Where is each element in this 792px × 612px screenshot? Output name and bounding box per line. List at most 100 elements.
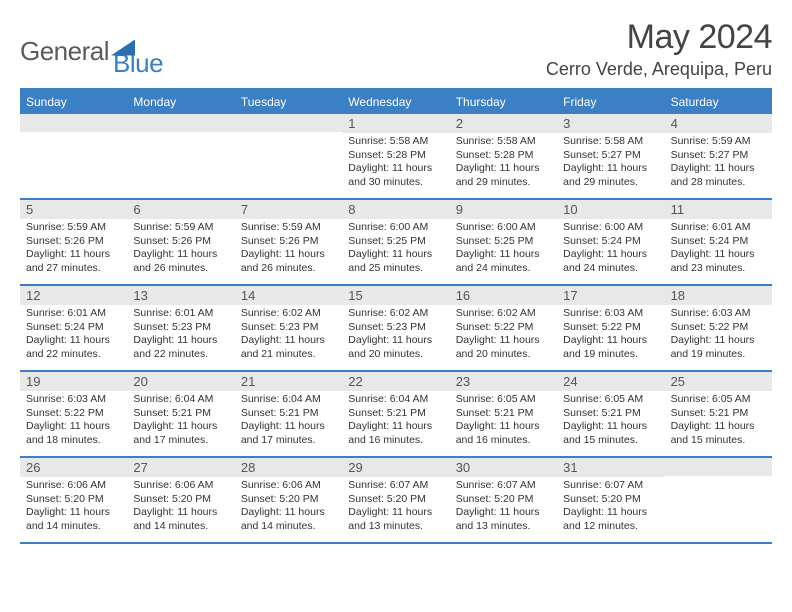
day-body: Sunrise: 6:00 AMSunset: 5:25 PMDaylight:…: [450, 219, 557, 280]
sunset-text: Sunset: 5:22 PM: [671, 321, 766, 335]
sunrise-text: Sunrise: 5:59 AM: [241, 221, 336, 235]
day-body: Sunrise: 5:59 AMSunset: 5:26 PMDaylight:…: [235, 219, 342, 280]
daylight-text: Daylight: 11 hours and 29 minutes.: [456, 162, 551, 189]
daylight-text: Daylight: 11 hours and 14 minutes.: [241, 506, 336, 533]
day-cell: 15Sunrise: 6:02 AMSunset: 5:23 PMDayligh…: [342, 286, 449, 370]
day-cell: 9Sunrise: 6:00 AMSunset: 5:25 PMDaylight…: [450, 200, 557, 284]
day-body: Sunrise: 5:59 AMSunset: 5:27 PMDaylight:…: [665, 133, 772, 194]
day-cell: [235, 114, 342, 198]
day-cell: [20, 114, 127, 198]
daylight-text: Daylight: 11 hours and 17 minutes.: [241, 420, 336, 447]
day-body: Sunrise: 6:02 AMSunset: 5:23 PMDaylight:…: [235, 305, 342, 366]
day-body: Sunrise: 6:07 AMSunset: 5:20 PMDaylight:…: [450, 477, 557, 538]
day-body: Sunrise: 6:04 AMSunset: 5:21 PMDaylight:…: [342, 391, 449, 452]
day-cell: 13Sunrise: 6:01 AMSunset: 5:23 PMDayligh…: [127, 286, 234, 370]
daylight-text: Daylight: 11 hours and 20 minutes.: [348, 334, 443, 361]
day-number: 6: [127, 200, 234, 219]
day-cell: 10Sunrise: 6:00 AMSunset: 5:24 PMDayligh…: [557, 200, 664, 284]
sunrise-text: Sunrise: 6:03 AM: [563, 307, 658, 321]
day-number: 9: [450, 200, 557, 219]
sunrise-text: Sunrise: 6:06 AM: [133, 479, 228, 493]
sunrise-text: Sunrise: 6:06 AM: [26, 479, 121, 493]
day-number: 12: [20, 286, 127, 305]
sunrise-text: Sunrise: 6:05 AM: [563, 393, 658, 407]
day-number: 27: [127, 458, 234, 477]
sunrise-text: Sunrise: 6:05 AM: [671, 393, 766, 407]
day-body: Sunrise: 6:02 AMSunset: 5:23 PMDaylight:…: [342, 305, 449, 366]
day-cell: 22Sunrise: 6:04 AMSunset: 5:21 PMDayligh…: [342, 372, 449, 456]
sunrise-text: Sunrise: 6:04 AM: [133, 393, 228, 407]
sunset-text: Sunset: 5:25 PM: [348, 235, 443, 249]
brand-part1: General: [20, 36, 109, 67]
day-body: Sunrise: 5:58 AMSunset: 5:28 PMDaylight:…: [342, 133, 449, 194]
sunrise-text: Sunrise: 6:07 AM: [456, 479, 551, 493]
day-number: 8: [342, 200, 449, 219]
day-body: [20, 132, 127, 194]
title-block: May 2024 Cerro Verde, Arequipa, Peru: [546, 18, 772, 80]
day-number: 18: [665, 286, 772, 305]
sunrise-text: Sunrise: 6:06 AM: [241, 479, 336, 493]
sunrise-text: Sunrise: 5:58 AM: [348, 135, 443, 149]
daylight-text: Daylight: 11 hours and 27 minutes.: [26, 248, 121, 275]
weekday-row: Sunday Monday Tuesday Wednesday Thursday…: [20, 90, 772, 114]
day-cell: 30Sunrise: 6:07 AMSunset: 5:20 PMDayligh…: [450, 458, 557, 542]
sunset-text: Sunset: 5:21 PM: [133, 407, 228, 421]
day-number: 11: [665, 200, 772, 219]
day-body: Sunrise: 6:07 AMSunset: 5:20 PMDaylight:…: [557, 477, 664, 538]
day-body: [127, 132, 234, 194]
day-cell: [127, 114, 234, 198]
sunrise-text: Sunrise: 6:02 AM: [241, 307, 336, 321]
sunset-text: Sunset: 5:27 PM: [671, 149, 766, 163]
day-body: Sunrise: 6:03 AMSunset: 5:22 PMDaylight:…: [20, 391, 127, 452]
day-body: Sunrise: 6:05 AMSunset: 5:21 PMDaylight:…: [557, 391, 664, 452]
daylight-text: Daylight: 11 hours and 19 minutes.: [563, 334, 658, 361]
day-cell: 28Sunrise: 6:06 AMSunset: 5:20 PMDayligh…: [235, 458, 342, 542]
day-cell: 24Sunrise: 6:05 AMSunset: 5:21 PMDayligh…: [557, 372, 664, 456]
day-cell: 25Sunrise: 6:05 AMSunset: 5:21 PMDayligh…: [665, 372, 772, 456]
week-row: 1Sunrise: 5:58 AMSunset: 5:28 PMDaylight…: [20, 114, 772, 200]
sunset-text: Sunset: 5:21 PM: [671, 407, 766, 421]
day-cell: 16Sunrise: 6:02 AMSunset: 5:22 PMDayligh…: [450, 286, 557, 370]
sunset-text: Sunset: 5:21 PM: [456, 407, 551, 421]
sunset-text: Sunset: 5:25 PM: [456, 235, 551, 249]
sunset-text: Sunset: 5:21 PM: [348, 407, 443, 421]
day-number: 29: [342, 458, 449, 477]
sunset-text: Sunset: 5:20 PM: [456, 493, 551, 507]
daylight-text: Daylight: 11 hours and 21 minutes.: [241, 334, 336, 361]
daylight-text: Daylight: 11 hours and 29 minutes.: [563, 162, 658, 189]
day-number: 21: [235, 372, 342, 391]
day-cell: 17Sunrise: 6:03 AMSunset: 5:22 PMDayligh…: [557, 286, 664, 370]
day-cell: 8Sunrise: 6:00 AMSunset: 5:25 PMDaylight…: [342, 200, 449, 284]
daylight-text: Daylight: 11 hours and 24 minutes.: [456, 248, 551, 275]
day-body: Sunrise: 6:03 AMSunset: 5:22 PMDaylight:…: [557, 305, 664, 366]
daylight-text: Daylight: 11 hours and 15 minutes.: [563, 420, 658, 447]
week-row: 5Sunrise: 5:59 AMSunset: 5:26 PMDaylight…: [20, 200, 772, 286]
daylight-text: Daylight: 11 hours and 12 minutes.: [563, 506, 658, 533]
sunrise-text: Sunrise: 5:59 AM: [671, 135, 766, 149]
day-number: 16: [450, 286, 557, 305]
day-body: Sunrise: 6:00 AMSunset: 5:25 PMDaylight:…: [342, 219, 449, 280]
day-cell: 18Sunrise: 6:03 AMSunset: 5:22 PMDayligh…: [665, 286, 772, 370]
sunset-text: Sunset: 5:24 PM: [671, 235, 766, 249]
sunrise-text: Sunrise: 6:04 AM: [348, 393, 443, 407]
daylight-text: Daylight: 11 hours and 20 minutes.: [456, 334, 551, 361]
daylight-text: Daylight: 11 hours and 30 minutes.: [348, 162, 443, 189]
day-body: Sunrise: 6:04 AMSunset: 5:21 PMDaylight:…: [127, 391, 234, 452]
daylight-text: Daylight: 11 hours and 23 minutes.: [671, 248, 766, 275]
sunrise-text: Sunrise: 6:03 AM: [671, 307, 766, 321]
day-cell: 31Sunrise: 6:07 AMSunset: 5:20 PMDayligh…: [557, 458, 664, 542]
day-body: Sunrise: 6:05 AMSunset: 5:21 PMDaylight:…: [665, 391, 772, 452]
sunset-text: Sunset: 5:20 PM: [348, 493, 443, 507]
day-body: Sunrise: 6:07 AMSunset: 5:20 PMDaylight:…: [342, 477, 449, 538]
day-number: 22: [342, 372, 449, 391]
daylight-text: Daylight: 11 hours and 13 minutes.: [456, 506, 551, 533]
day-body: Sunrise: 5:58 AMSunset: 5:28 PMDaylight:…: [450, 133, 557, 194]
day-number: 26: [20, 458, 127, 477]
daylight-text: Daylight: 11 hours and 14 minutes.: [133, 506, 228, 533]
sunset-text: Sunset: 5:24 PM: [26, 321, 121, 335]
sunrise-text: Sunrise: 6:01 AM: [26, 307, 121, 321]
sunrise-text: Sunrise: 5:59 AM: [133, 221, 228, 235]
day-number: 7: [235, 200, 342, 219]
sunset-text: Sunset: 5:26 PM: [133, 235, 228, 249]
sunset-text: Sunset: 5:20 PM: [563, 493, 658, 507]
